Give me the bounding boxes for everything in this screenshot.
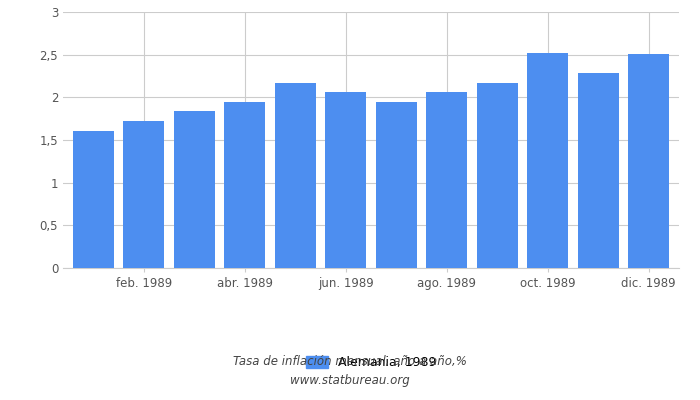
Bar <box>426 92 468 268</box>
Text: Tasa de inflación mensual, año a año,%: Tasa de inflación mensual, año a año,% <box>233 356 467 368</box>
Bar <box>73 131 114 268</box>
Bar <box>628 54 669 268</box>
Bar <box>274 83 316 268</box>
Bar <box>578 72 619 268</box>
Text: www.statbureau.org: www.statbureau.org <box>290 374 410 387</box>
Bar <box>123 121 164 268</box>
Bar <box>224 102 265 268</box>
Bar <box>527 53 568 268</box>
Bar <box>375 102 417 268</box>
Bar <box>477 83 518 268</box>
Bar <box>174 111 215 268</box>
Bar <box>325 92 367 268</box>
Legend: Alemania, 1989: Alemania, 1989 <box>306 356 436 369</box>
